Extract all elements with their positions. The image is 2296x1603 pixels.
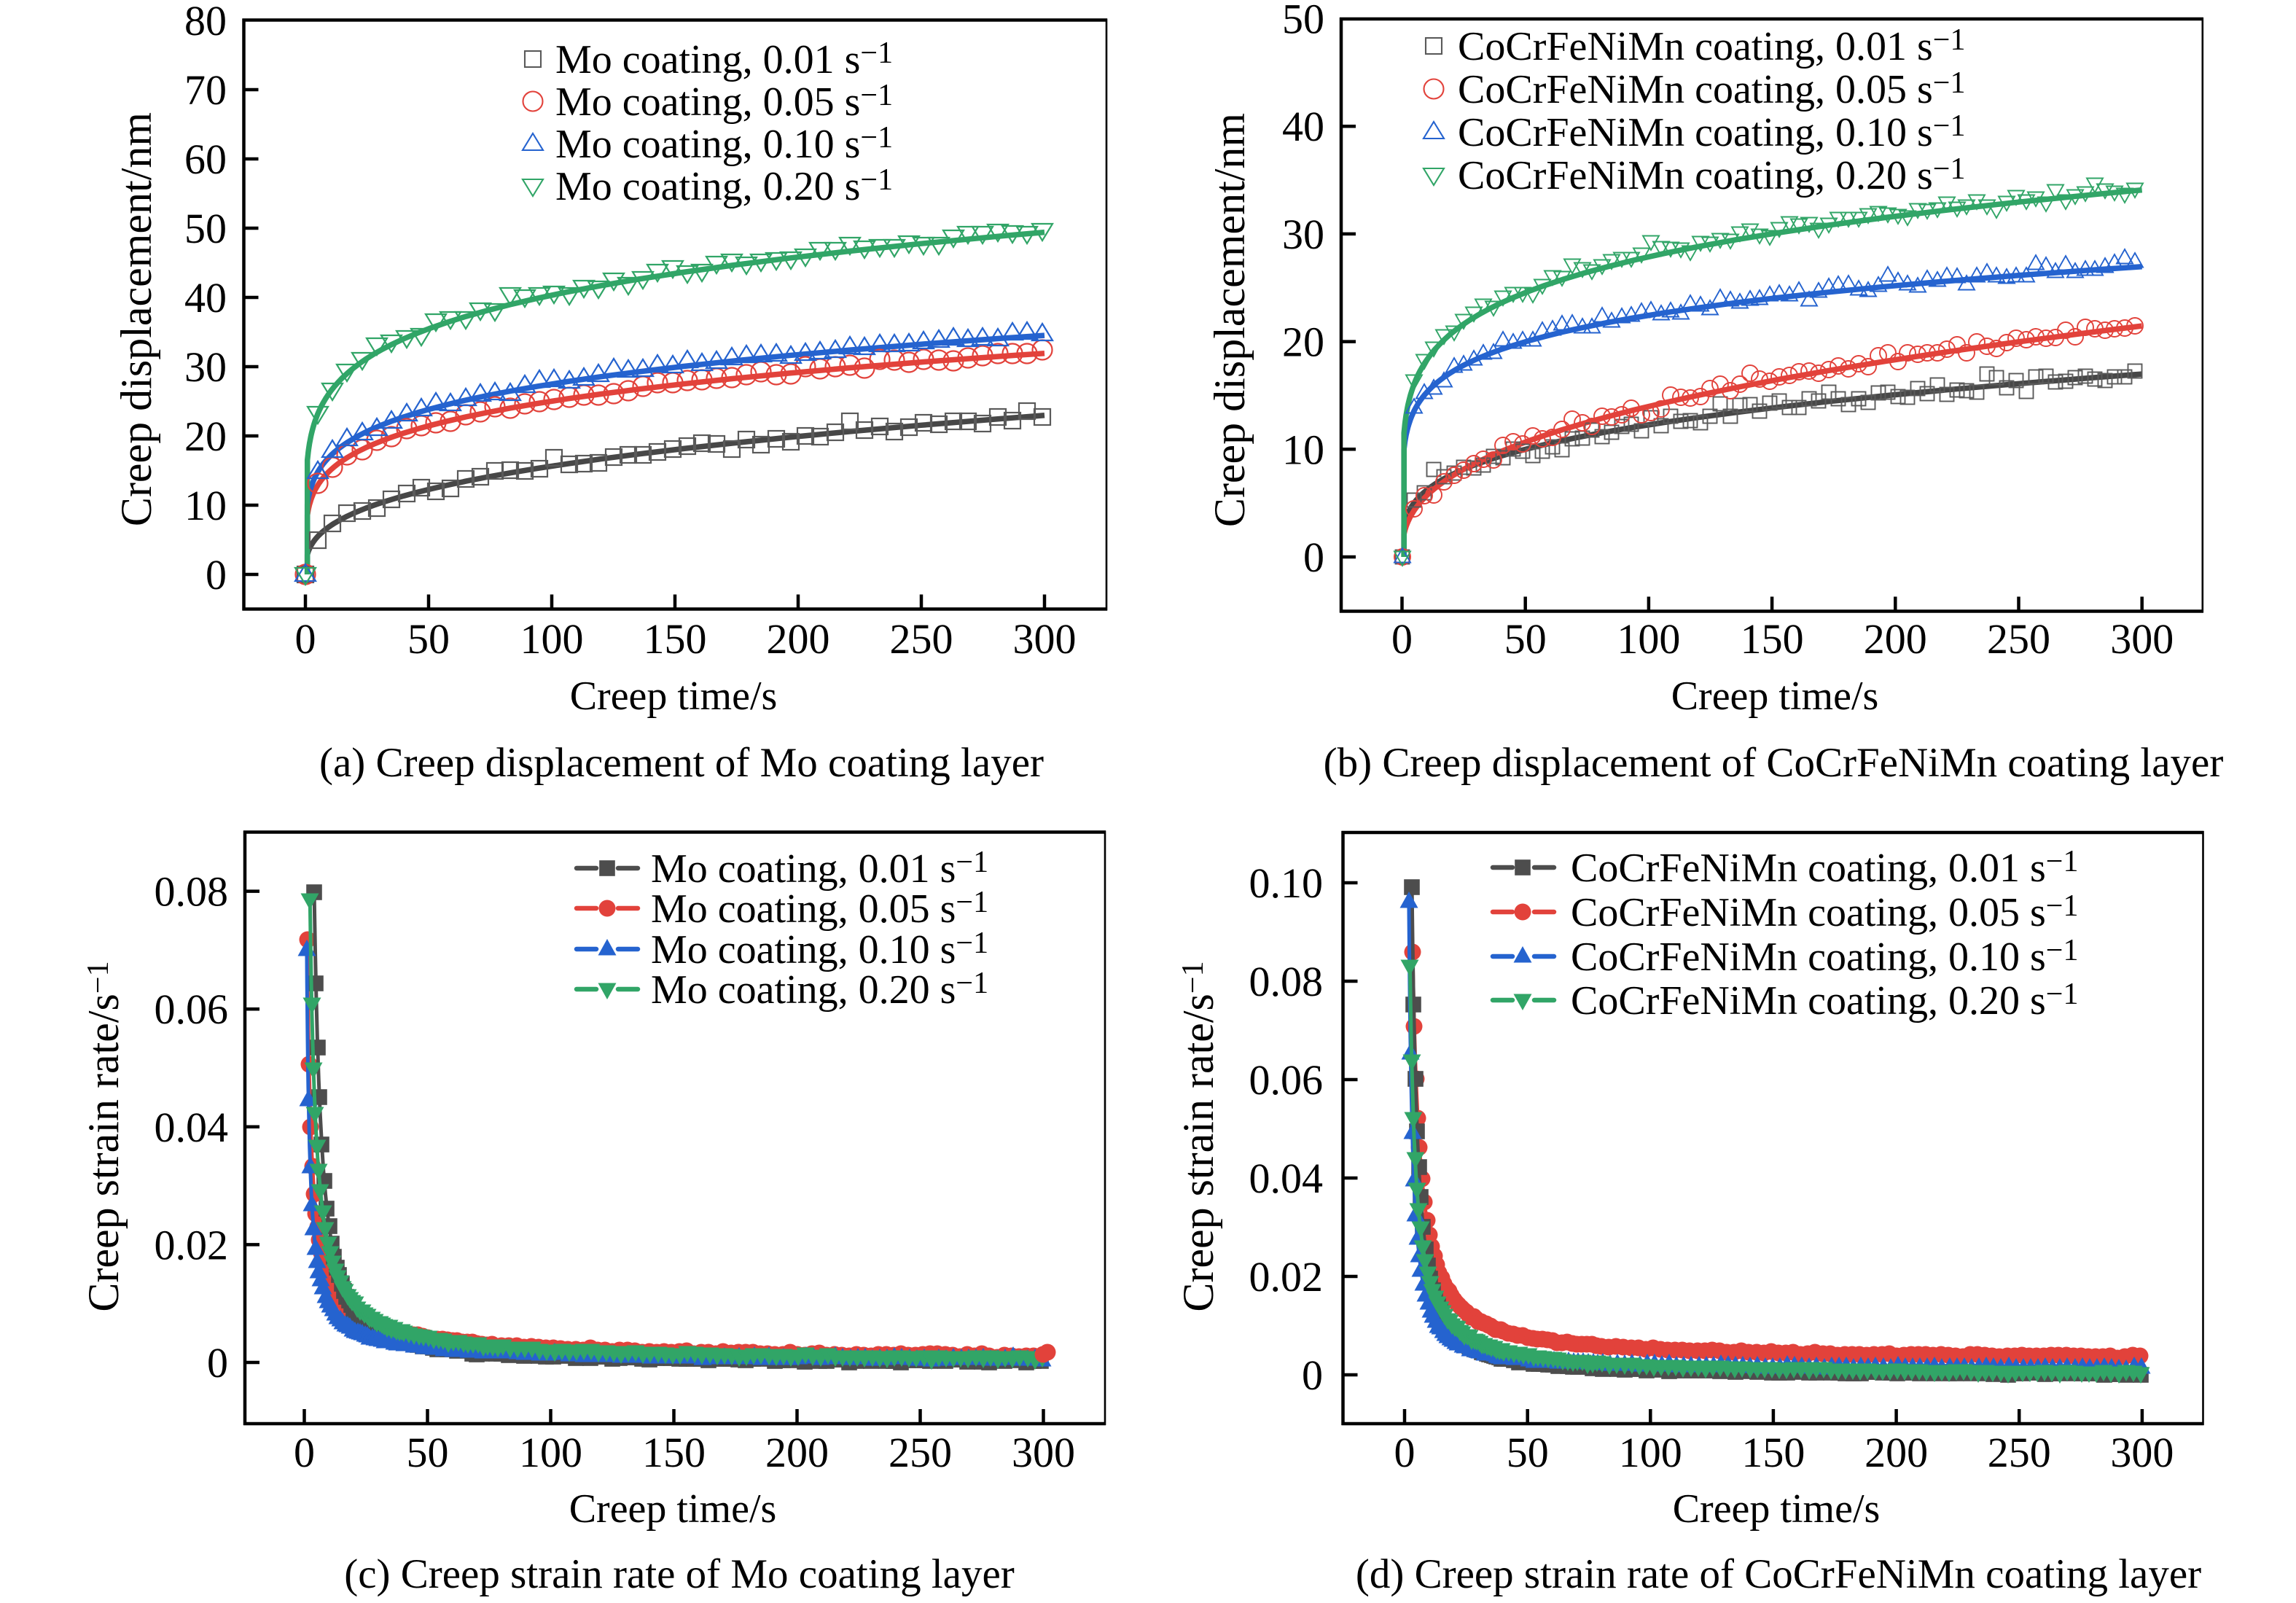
svg-text:50: 50	[1282, 0, 1324, 43]
svg-text:200: 200	[765, 1429, 829, 1476]
svg-text:50: 50	[1504, 615, 1547, 663]
svg-text:70: 70	[184, 66, 227, 114]
svg-text:Mo coating, 0.05 s−1: Mo coating, 0.05 s−1	[555, 79, 893, 125]
svg-text:250: 250	[1988, 1429, 2051, 1476]
svg-text:300: 300	[2110, 615, 2174, 663]
svg-text:10: 10	[184, 482, 227, 529]
svg-text:Creep displacement/nm: Creep displacement/nm	[112, 112, 160, 526]
svg-text:0: 0	[295, 615, 316, 663]
svg-text:0: 0	[1391, 615, 1413, 663]
svg-text:0.02: 0.02	[155, 1221, 229, 1268]
svg-text:0: 0	[207, 1339, 228, 1386]
svg-text:0.08: 0.08	[1249, 958, 1324, 1005]
svg-text:0: 0	[1303, 534, 1324, 581]
svg-text:150: 150	[642, 1429, 706, 1476]
svg-text:Mo coating, 0.20 s−1: Mo coating, 0.20 s−1	[555, 163, 893, 209]
svg-text:100: 100	[519, 1429, 582, 1476]
svg-text:(d) Creep strain rate of CoCrF: (d) Creep strain rate of CoCrFeNiMn coat…	[1356, 1551, 2201, 1597]
svg-text:250: 250	[1987, 615, 2050, 663]
svg-text:CoCrFeNiMn coating, 0.05 s−1: CoCrFeNiMn coating, 0.05 s−1	[1458, 66, 1965, 112]
svg-text:0: 0	[1394, 1429, 1416, 1476]
svg-text:0: 0	[1302, 1352, 1323, 1399]
svg-text:Creep strain rate/s−1: Creep strain rate/s−1	[1174, 961, 1222, 1311]
svg-text:0.06: 0.06	[155, 986, 229, 1033]
svg-text:0.04: 0.04	[155, 1104, 229, 1151]
svg-text:CoCrFeNiMn coating, 0.01 s−1: CoCrFeNiMn coating, 0.01 s−1	[1571, 845, 2078, 891]
svg-text:Creep displacement/nm: Creep displacement/nm	[1206, 113, 1254, 527]
svg-text:100: 100	[1617, 615, 1680, 663]
svg-text:CoCrFeNiMn coating, 0.10 s−1: CoCrFeNiMn coating, 0.10 s−1	[1458, 109, 1965, 155]
svg-text:50: 50	[407, 1429, 449, 1476]
svg-text:50: 50	[1507, 1429, 1549, 1476]
svg-text:200: 200	[1864, 1429, 1928, 1476]
svg-text:30: 30	[1282, 211, 1324, 258]
svg-text:Mo coating, 0.05 s−1: Mo coating, 0.05 s−1	[651, 886, 988, 932]
svg-text:100: 100	[1619, 1429, 1682, 1476]
svg-text:Mo coating, 0.20 s−1: Mo coating, 0.20 s−1	[651, 967, 988, 1013]
svg-text:150: 150	[1741, 615, 1804, 663]
svg-text:40: 40	[184, 274, 227, 321]
svg-text:CoCrFeNiMn coating, 0.20 s−1: CoCrFeNiMn coating, 0.20 s−1	[1571, 978, 2078, 1023]
svg-text:50: 50	[184, 205, 227, 252]
svg-text:Mo coating, 0.01 s−1: Mo coating, 0.01 s−1	[651, 846, 988, 892]
svg-text:10: 10	[1282, 426, 1324, 473]
svg-text:Creep time/s: Creep time/s	[569, 1486, 777, 1532]
svg-text:Creep time/s: Creep time/s	[570, 674, 778, 719]
svg-text:(a) Creep displacement of Mo c: (a) Creep displacement of Mo coating lay…	[319, 740, 1044, 786]
svg-text:300: 300	[1013, 615, 1077, 663]
svg-text:CoCrFeNiMn coating, 0.01 s−1: CoCrFeNiMn coating, 0.01 s−1	[1458, 23, 1965, 69]
svg-text:0: 0	[294, 1429, 315, 1476]
svg-text:0: 0	[206, 551, 227, 598]
svg-text:200: 200	[767, 615, 830, 663]
svg-text:0.08: 0.08	[155, 868, 229, 916]
svg-text:Mo coating, 0.10 s−1: Mo coating, 0.10 s−1	[555, 121, 893, 167]
svg-text:Creep time/s: Creep time/s	[1671, 674, 1879, 719]
svg-text:300: 300	[1012, 1429, 1075, 1476]
svg-text:80: 80	[184, 0, 227, 44]
svg-text:20: 20	[184, 413, 227, 460]
svg-text:0.06: 0.06	[1249, 1056, 1324, 1104]
svg-text:0.04: 0.04	[1249, 1155, 1324, 1202]
svg-text:50: 50	[407, 615, 450, 663]
svg-text:Creep strain rate/s−1: Creep strain rate/s−1	[79, 961, 128, 1311]
svg-text:300: 300	[2110, 1429, 2174, 1476]
svg-text:CoCrFeNiMn coating, 0.10 s−1: CoCrFeNiMn coating, 0.10 s−1	[1571, 934, 2078, 980]
svg-text:20: 20	[1282, 319, 1324, 366]
svg-text:150: 150	[1741, 1429, 1805, 1476]
svg-text:200: 200	[1864, 615, 1927, 663]
svg-text:60: 60	[184, 136, 227, 183]
svg-text:30: 30	[184, 343, 227, 391]
svg-text:Creep time/s: Creep time/s	[1673, 1486, 1881, 1532]
svg-text:250: 250	[890, 615, 953, 663]
svg-text:100: 100	[520, 615, 584, 663]
svg-text:CoCrFeNiMn coating, 0.20 s−1: CoCrFeNiMn coating, 0.20 s−1	[1458, 152, 1965, 198]
svg-text:(b) Creep displacement of CoCr: (b) Creep displacement of CoCrFeNiMn coa…	[1324, 740, 2224, 786]
svg-text:CoCrFeNiMn coating, 0.05 s−1: CoCrFeNiMn coating, 0.05 s−1	[1571, 889, 2078, 935]
svg-text:0.02: 0.02	[1249, 1253, 1324, 1300]
svg-text:0.10: 0.10	[1249, 859, 1324, 907]
svg-text:(c) Creep strain rate of Mo co: (c) Creep strain rate of Mo coating laye…	[344, 1551, 1015, 1597]
svg-text:150: 150	[644, 615, 707, 663]
svg-text:Mo coating, 0.01 s−1: Mo coating, 0.01 s−1	[555, 36, 893, 82]
svg-text:250: 250	[889, 1429, 952, 1476]
svg-text:Mo coating, 0.10 s−1: Mo coating, 0.10 s−1	[651, 927, 988, 972]
svg-text:40: 40	[1282, 103, 1324, 150]
